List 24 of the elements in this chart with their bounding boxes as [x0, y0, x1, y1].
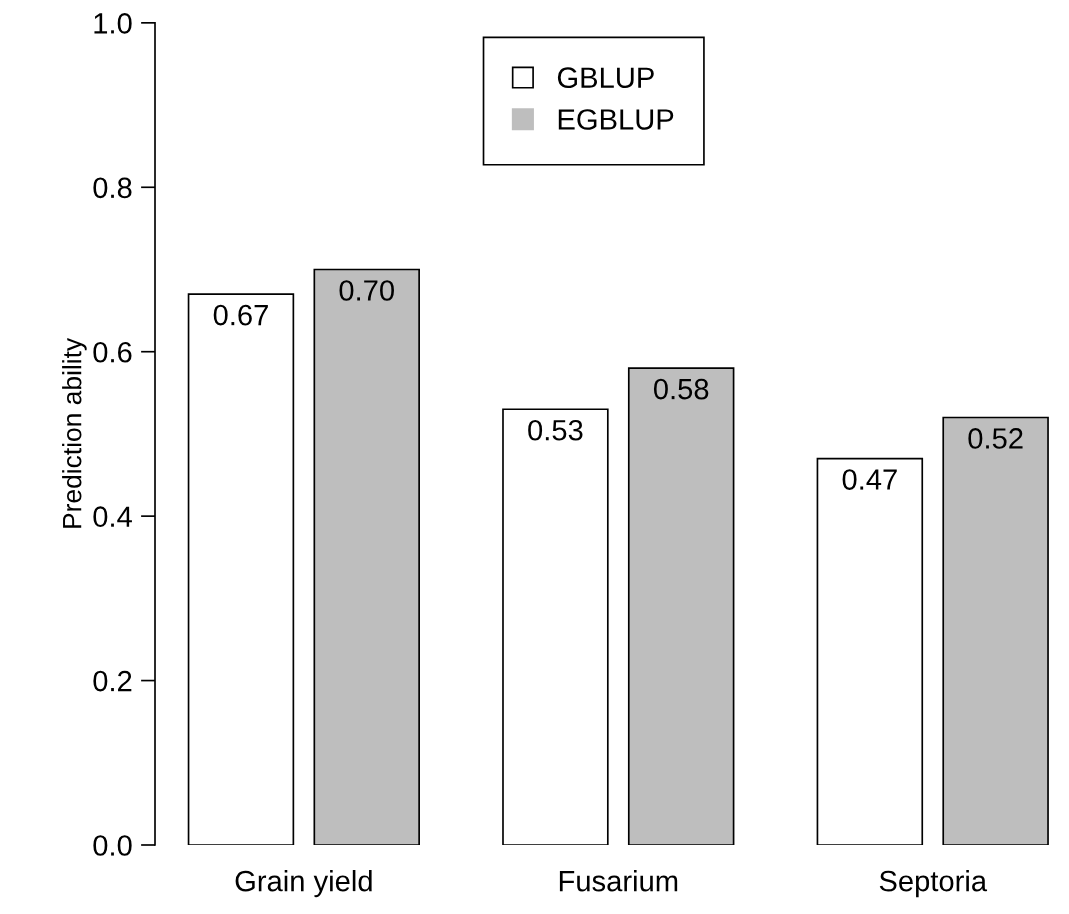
data-label: 0.52 — [968, 428, 1023, 449]
y-tick-label: 0.8 — [93, 177, 132, 199]
data-label: 0.70 — [339, 280, 394, 301]
bar — [942, 416, 1049, 845]
y-tick-label: 0.6 — [93, 341, 132, 363]
y-tick-label: 1.0 — [94, 13, 132, 34]
bar — [627, 367, 735, 845]
legend-label: GBLUP — [557, 67, 654, 89]
data-label: 0.67 — [213, 304, 268, 326]
bar — [816, 457, 924, 845]
y-axis-title: Prediction ability — [62, 337, 87, 528]
data-label: 0.53 — [528, 419, 583, 441]
bar — [313, 268, 420, 845]
y-tick-label: 0.2 — [93, 670, 132, 692]
y-tick-label: 0.0 — [93, 835, 132, 856]
x-tick-label: Grain yield — [235, 869, 372, 898]
data-label: 0.58 — [653, 378, 709, 400]
bar — [502, 408, 609, 845]
x-tick-label: Fusarium — [559, 869, 678, 892]
bar — [187, 293, 295, 845]
data-label: 0.47 — [842, 469, 897, 490]
x-tick-label: Septoria — [879, 869, 988, 898]
legend-label: EGBLUP — [558, 109, 674, 130]
y-tick-label: 0.4 — [93, 506, 132, 527]
